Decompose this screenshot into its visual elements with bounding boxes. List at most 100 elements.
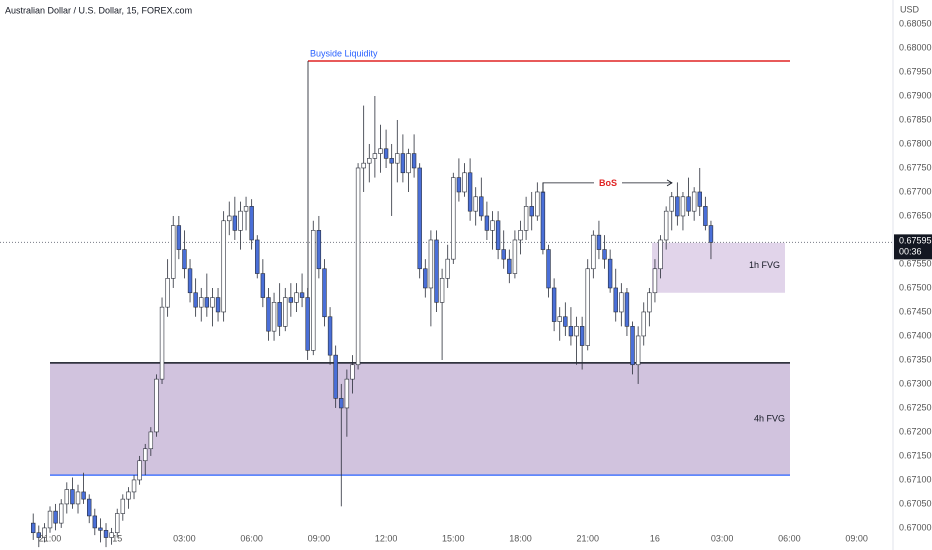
candle-body <box>518 230 523 241</box>
y-tick-label: 0.67750 <box>899 162 932 172</box>
candle-body <box>613 287 618 313</box>
candle-body <box>288 297 294 303</box>
fvg-zone <box>652 242 785 293</box>
candle-body <box>266 297 271 332</box>
candle-body <box>495 220 501 250</box>
candle-body <box>467 172 473 212</box>
candle-body <box>591 234 596 270</box>
candle-body <box>92 515 98 529</box>
y-tick-label: 0.67250 <box>899 402 932 412</box>
candle-body <box>81 491 86 500</box>
candle-body <box>355 167 361 366</box>
candle-body <box>305 297 310 351</box>
candle-body <box>31 522 36 534</box>
candle-body <box>299 292 305 298</box>
y-tick-label: 0.67450 <box>899 306 932 316</box>
candle-body <box>680 196 686 217</box>
candle-body <box>350 364 355 380</box>
candle-body <box>389 158 394 164</box>
candle-body <box>596 234 602 250</box>
candle-body <box>131 479 137 493</box>
candle-body <box>109 532 114 538</box>
candle-body <box>529 206 534 217</box>
candle-body <box>473 196 478 212</box>
y-tick-label: 0.67650 <box>899 210 932 220</box>
x-tick-label: 12:00 <box>375 533 398 543</box>
candle-body <box>154 378 159 433</box>
candle-body <box>283 297 288 327</box>
y-tick-label: 0.67500 <box>899 282 932 292</box>
candle-body <box>456 177 462 193</box>
last-price-label: 0.67595 <box>899 236 932 246</box>
candle-body <box>187 268 193 294</box>
candle-body <box>98 527 103 531</box>
candle-body <box>120 498 126 514</box>
candle-body <box>490 220 495 231</box>
candle-body <box>647 292 652 313</box>
y-axis-label: USD <box>900 4 920 14</box>
candle-body <box>339 398 344 409</box>
candle-body <box>294 292 299 303</box>
y-tick-label: 0.67400 <box>899 330 932 340</box>
candle-body <box>232 215 238 231</box>
candle-body <box>227 215 232 222</box>
candle-body <box>87 498 92 517</box>
candle-body <box>479 196 484 217</box>
x-tick-label: 18:00 <box>509 533 532 543</box>
y-tick-label: 0.67700 <box>899 186 932 196</box>
candle-body <box>238 210 243 231</box>
candle-body <box>507 258 512 274</box>
candle-body <box>316 230 322 270</box>
x-tick-label: 16 <box>650 533 660 543</box>
x-tick-label: 06:00 <box>778 533 801 543</box>
last-price-box <box>894 234 932 260</box>
candle-body <box>624 292 630 327</box>
candle-body <box>652 268 658 294</box>
candle-body <box>271 302 277 332</box>
candle-body <box>563 316 568 327</box>
candle-body <box>115 513 120 534</box>
candle-body <box>42 527 47 538</box>
y-tick-label: 0.68050 <box>899 18 932 28</box>
candle-body <box>428 239 434 289</box>
y-tick-label: 0.68000 <box>899 42 932 52</box>
candle-body <box>523 206 529 231</box>
candle-body <box>159 306 165 380</box>
candle-body <box>344 378 350 409</box>
candle-body <box>434 239 439 303</box>
candle-body <box>311 230 316 351</box>
candle-body <box>691 191 697 212</box>
x-tick-label: 09:00 <box>308 533 331 543</box>
candle-body <box>697 191 702 207</box>
candle-body <box>635 335 641 366</box>
candle-body <box>322 268 327 318</box>
candle-body <box>462 172 467 193</box>
candle-body <box>75 491 81 505</box>
candle-body <box>501 249 506 260</box>
candle-body <box>417 167 422 270</box>
x-tick-label: 15:00 <box>442 533 465 543</box>
y-tick-label: 0.67000 <box>899 522 932 532</box>
candle-body <box>395 153 400 164</box>
y-tick-label: 0.67850 <box>899 114 932 124</box>
candle-body <box>176 225 182 250</box>
y-tick-label: 0.67050 <box>899 498 932 508</box>
candle-body <box>619 292 624 313</box>
fvg-label: 1h FVG <box>749 260 780 270</box>
candle-body <box>367 158 372 164</box>
x-tick-label: 06:00 <box>240 533 263 543</box>
candle-body <box>255 239 260 274</box>
y-tick-label: 0.67150 <box>899 450 932 460</box>
candle-body <box>557 316 562 322</box>
candle-body <box>210 297 215 308</box>
candle-body <box>260 273 266 298</box>
candle-body <box>423 268 428 289</box>
y-tick-label: 0.67100 <box>899 474 932 484</box>
candle-body <box>451 177 456 260</box>
candle-body <box>568 326 574 337</box>
candle-body <box>406 153 411 174</box>
candle-body <box>59 503 64 524</box>
candle-body <box>708 225 714 243</box>
candle-body <box>103 530 109 538</box>
